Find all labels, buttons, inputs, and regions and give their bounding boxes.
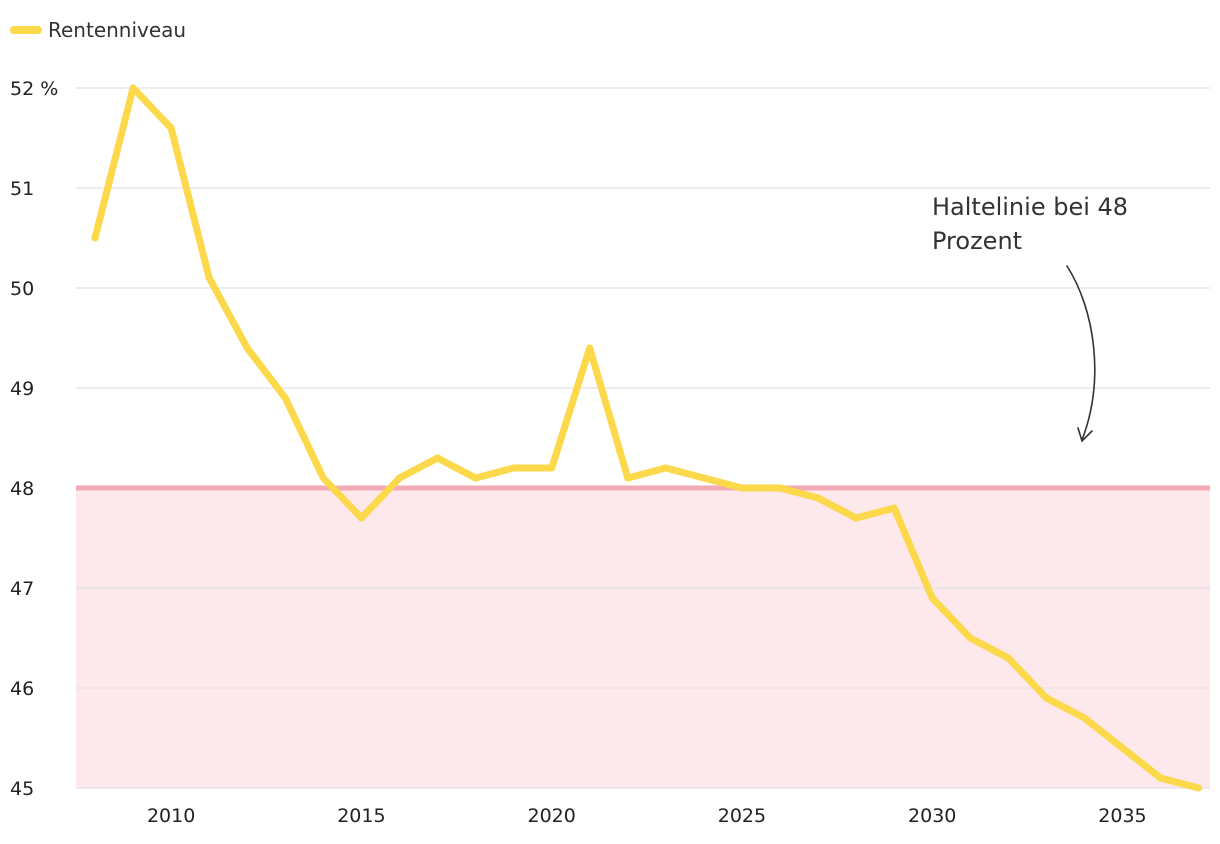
- x-tick-label: 2015: [337, 805, 385, 827]
- data-point: [395, 474, 403, 482]
- data-point: [243, 344, 251, 352]
- annotation-line-2: Prozent: [932, 227, 1022, 255]
- y-tick-label: 46: [10, 678, 34, 700]
- x-axis-tick-labels: 2010 2015 2020 2025 2030 2035: [147, 805, 1147, 827]
- data-point: [890, 504, 898, 512]
- data-point: [1195, 784, 1203, 792]
- annotation-arrow-icon: [1066, 265, 1096, 443]
- data-point: [281, 394, 289, 402]
- legend-label-rentenniveau: Rentenniveau: [48, 18, 186, 42]
- x-tick-label: 2020: [527, 805, 575, 827]
- data-point: [1004, 654, 1012, 662]
- data-point: [776, 484, 784, 492]
- data-point: [662, 464, 670, 472]
- y-tick-label: 50: [10, 278, 34, 300]
- data-point: [738, 484, 746, 492]
- data-point: [700, 474, 708, 482]
- data-point: [1157, 774, 1165, 782]
- legend: Rentenniveau: [10, 18, 186, 42]
- x-tick-label: 2030: [908, 805, 956, 827]
- data-point: [624, 474, 632, 482]
- data-point: [586, 344, 594, 352]
- below-48-percent-band: [76, 488, 1210, 788]
- y-axis-tick-labels: 45 46 47 48 49 50 51 52 %: [10, 78, 58, 800]
- y-tick-label: 51: [10, 178, 34, 200]
- data-point: [91, 234, 99, 242]
- y-tick-label: 48: [10, 478, 34, 500]
- y-tick-label: 45: [10, 778, 34, 800]
- x-tick-label: 2025: [718, 805, 766, 827]
- data-point: [1118, 744, 1126, 752]
- data-point: [205, 274, 213, 282]
- data-point: [1080, 714, 1088, 722]
- data-point: [357, 514, 365, 522]
- x-tick-label: 2010: [147, 805, 195, 827]
- y-tick-label: 52 %: [10, 78, 58, 100]
- data-point: [1042, 694, 1050, 702]
- data-point: [928, 594, 936, 602]
- data-point: [966, 634, 974, 642]
- data-point: [472, 474, 480, 482]
- data-point: [548, 464, 556, 472]
- x-tick-label: 2035: [1098, 805, 1146, 827]
- annotation-line-1: Haltelinie bei 48: [932, 193, 1128, 221]
- data-point: [167, 124, 175, 132]
- data-point: [434, 454, 442, 462]
- y-tick-label: 47: [10, 578, 34, 600]
- haltelinie-annotation: Haltelinie bei 48 Prozent: [932, 193, 1128, 443]
- data-point: [319, 474, 327, 482]
- series-line-rentenniveau: [91, 84, 1203, 792]
- y-tick-label: 49: [10, 378, 34, 400]
- data-point: [814, 494, 822, 502]
- data-point: [129, 84, 137, 92]
- data-point: [510, 464, 518, 472]
- data-point: [852, 514, 860, 522]
- series-points-rentenniveau: [91, 84, 1203, 792]
